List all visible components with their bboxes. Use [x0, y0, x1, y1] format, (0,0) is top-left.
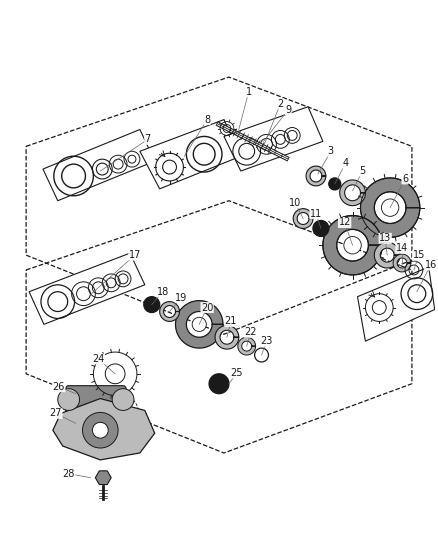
Circle shape [313, 221, 329, 236]
Text: 9: 9 [285, 104, 291, 115]
Polygon shape [374, 243, 400, 268]
Polygon shape [53, 399, 155, 460]
Text: 25: 25 [230, 368, 243, 378]
Text: 27: 27 [49, 408, 62, 418]
Text: 17: 17 [129, 250, 141, 260]
Text: 26: 26 [53, 382, 65, 392]
Text: 1: 1 [246, 87, 252, 97]
Text: 18: 18 [156, 287, 169, 297]
Polygon shape [393, 254, 411, 272]
Circle shape [344, 237, 361, 254]
Text: 19: 19 [175, 293, 187, 303]
Polygon shape [323, 215, 382, 275]
Polygon shape [224, 107, 323, 171]
Polygon shape [357, 267, 434, 341]
Text: 8: 8 [204, 115, 210, 125]
Polygon shape [340, 180, 365, 206]
Polygon shape [140, 119, 241, 189]
Circle shape [144, 297, 160, 312]
Polygon shape [29, 253, 145, 325]
Circle shape [112, 389, 134, 410]
Text: 5: 5 [359, 166, 366, 176]
Text: 23: 23 [260, 336, 273, 346]
Text: 2: 2 [277, 99, 283, 109]
Circle shape [92, 422, 108, 438]
Text: 11: 11 [310, 208, 322, 219]
Text: 6: 6 [402, 174, 408, 184]
Text: 21: 21 [225, 317, 237, 326]
Polygon shape [238, 337, 256, 355]
FancyBboxPatch shape [66, 386, 126, 414]
Text: 4: 4 [343, 158, 349, 168]
Text: 10: 10 [289, 198, 301, 208]
Circle shape [192, 317, 206, 332]
Text: 12: 12 [339, 217, 351, 228]
Text: 13: 13 [379, 233, 391, 243]
Text: 28: 28 [63, 469, 75, 479]
Text: 7: 7 [145, 134, 151, 144]
Polygon shape [43, 130, 155, 201]
Polygon shape [160, 302, 180, 321]
Text: 3: 3 [328, 146, 334, 156]
Polygon shape [215, 325, 239, 349]
Circle shape [58, 389, 80, 410]
Polygon shape [306, 166, 326, 186]
Text: 15: 15 [413, 250, 425, 260]
Polygon shape [95, 471, 111, 484]
Circle shape [82, 413, 118, 448]
Text: 14: 14 [396, 243, 408, 253]
Text: 16: 16 [424, 260, 437, 270]
Circle shape [381, 199, 399, 216]
Polygon shape [176, 301, 223, 348]
Circle shape [329, 178, 341, 190]
Text: 22: 22 [244, 327, 257, 337]
Polygon shape [293, 208, 313, 229]
Polygon shape [360, 178, 420, 237]
Text: 24: 24 [92, 354, 105, 364]
Circle shape [209, 374, 229, 393]
Text: 20: 20 [201, 303, 213, 312]
